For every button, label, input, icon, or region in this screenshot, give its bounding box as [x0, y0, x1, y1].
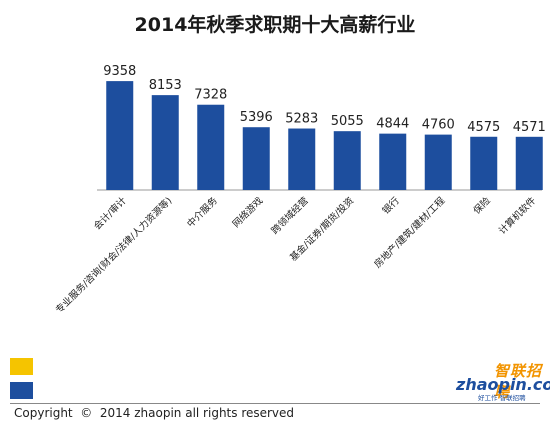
data-label-0: 9358 [103, 64, 136, 79]
data-label-5: 5055 [331, 114, 364, 129]
category-label-6: 银行 [380, 194, 402, 216]
bar-1 [151, 95, 179, 190]
data-label-4: 5283 [285, 112, 318, 127]
category-label-3: 网络游戏 [230, 194, 266, 230]
logo-tagline: 好工作 智联招聘 [478, 394, 526, 402]
category-label-8: 保险 [471, 194, 493, 216]
data-label-9: 4571 [513, 120, 546, 135]
blue-accent-square [10, 382, 33, 399]
zhaopin-logo: 智联招聘 zhaopin.com 好工作 智联招聘 [456, 360, 550, 404]
data-label-6: 4844 [376, 117, 409, 132]
bar-6 [379, 133, 407, 190]
category-label-2: 中介服务 [185, 194, 221, 230]
data-label-1: 8153 [149, 78, 182, 93]
category-label-0: 会计/审计 [91, 194, 129, 232]
bar-7 [424, 134, 452, 190]
bar-5 [333, 131, 361, 190]
yellow-accent-square [10, 358, 33, 375]
bar-0 [106, 81, 134, 190]
logo-chinese-text: 智联招聘 [494, 362, 543, 401]
category-label-9: 计算机软件 [496, 194, 538, 236]
bar-2 [197, 104, 225, 190]
bar-8 [470, 136, 498, 190]
copyright-text: Copyright © 2014 zhaopin all rights rese… [14, 406, 295, 420]
bar-4 [288, 128, 316, 190]
footer-divider [10, 403, 540, 404]
logo-english-text: zhaopin.com [456, 375, 550, 394]
data-label-7: 4760 [422, 118, 455, 133]
category-label-4: 跨领域经营 [269, 195, 311, 237]
data-label-3: 5396 [240, 110, 273, 125]
data-label-8: 4575 [467, 120, 500, 135]
chart-title: 2014年秋季求职期十大高薪行业 [134, 14, 416, 36]
bar-3 [242, 127, 270, 190]
data-label-2: 7328 [194, 88, 227, 103]
bar-9 [515, 136, 543, 190]
